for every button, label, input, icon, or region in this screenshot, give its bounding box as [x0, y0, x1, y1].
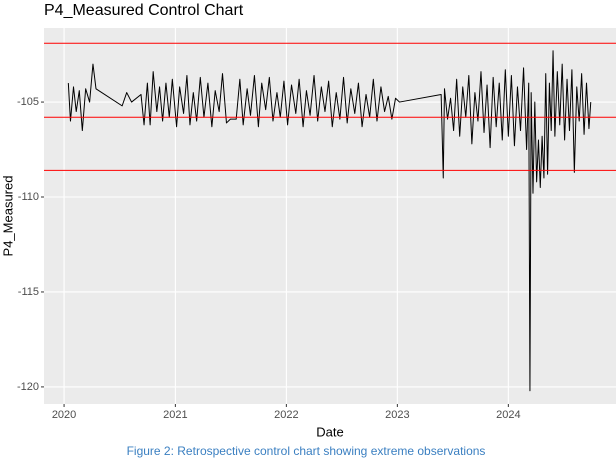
x-tick-label: 2023	[385, 409, 409, 421]
x-tick-label: 2020	[52, 409, 76, 421]
data-line	[67, 50, 592, 392]
x-tick-label: 2021	[163, 409, 187, 421]
figure-caption: Figure 2: Retrospective control chart sh…	[127, 444, 486, 458]
y-axis-label: P4_Measured	[0, 176, 15, 257]
plot-panel	[44, 28, 616, 404]
y-tick-label: -110	[18, 191, 39, 203]
y-tick-label: -105	[17, 96, 39, 108]
x-axis-label: Date	[316, 424, 343, 439]
x-tick-label: 2022	[274, 409, 298, 421]
y-tick-label: -115	[18, 286, 39, 298]
y-tick-label: -120	[17, 381, 39, 393]
chart-title: P4_Measured Control Chart	[44, 2, 244, 19]
x-tick-label: 2024	[496, 409, 520, 421]
